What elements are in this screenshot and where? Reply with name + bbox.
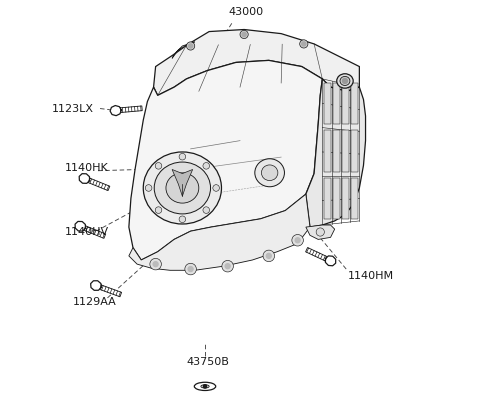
Polygon shape [129, 60, 323, 260]
Polygon shape [172, 42, 195, 58]
Circle shape [204, 385, 207, 388]
Text: 1140HM: 1140HM [348, 271, 394, 281]
Circle shape [300, 40, 308, 48]
Text: 1129AA: 1129AA [73, 297, 117, 307]
Circle shape [189, 44, 192, 48]
Ellipse shape [340, 76, 350, 85]
Polygon shape [306, 79, 366, 227]
Circle shape [295, 238, 300, 243]
Ellipse shape [201, 385, 209, 388]
Circle shape [263, 250, 275, 262]
Polygon shape [325, 256, 336, 266]
Text: 43000: 43000 [228, 7, 264, 17]
Polygon shape [324, 178, 331, 219]
Circle shape [145, 185, 152, 191]
Circle shape [240, 30, 248, 38]
Circle shape [343, 78, 348, 83]
Polygon shape [351, 131, 358, 171]
Circle shape [266, 254, 271, 259]
Polygon shape [342, 83, 349, 124]
Polygon shape [324, 131, 331, 171]
Circle shape [222, 261, 233, 272]
Polygon shape [333, 131, 340, 171]
Polygon shape [129, 194, 310, 270]
Polygon shape [342, 131, 349, 171]
Circle shape [213, 185, 219, 191]
Polygon shape [351, 178, 358, 219]
Circle shape [179, 216, 186, 223]
Polygon shape [84, 226, 106, 238]
Circle shape [187, 42, 195, 50]
Circle shape [203, 163, 210, 169]
Circle shape [292, 235, 303, 246]
Circle shape [302, 42, 306, 46]
Text: 1140HV: 1140HV [65, 227, 109, 237]
Circle shape [155, 163, 162, 169]
Ellipse shape [194, 382, 216, 390]
Circle shape [185, 263, 196, 275]
Polygon shape [342, 178, 349, 219]
Polygon shape [351, 83, 358, 124]
Circle shape [179, 153, 186, 160]
Circle shape [203, 207, 210, 214]
Circle shape [153, 262, 158, 267]
Circle shape [316, 228, 324, 236]
Circle shape [188, 267, 193, 271]
Text: 1123LX: 1123LX [51, 104, 94, 114]
Polygon shape [333, 178, 340, 219]
Polygon shape [88, 178, 110, 190]
Ellipse shape [337, 74, 353, 88]
Polygon shape [79, 174, 90, 183]
Text: 43750B: 43750B [187, 357, 229, 367]
Polygon shape [172, 169, 192, 196]
Polygon shape [333, 83, 340, 124]
Circle shape [155, 207, 162, 214]
Ellipse shape [255, 159, 285, 187]
Ellipse shape [143, 152, 221, 224]
Ellipse shape [154, 162, 211, 214]
Circle shape [150, 259, 161, 270]
Polygon shape [91, 281, 101, 290]
Ellipse shape [166, 173, 199, 203]
Polygon shape [120, 106, 142, 112]
Polygon shape [75, 221, 85, 231]
Ellipse shape [262, 165, 278, 180]
Polygon shape [306, 225, 335, 240]
Polygon shape [100, 285, 121, 297]
Text: 1140HK: 1140HK [65, 163, 109, 173]
Polygon shape [154, 29, 360, 95]
Polygon shape [306, 247, 327, 261]
Circle shape [225, 264, 230, 268]
Polygon shape [110, 106, 121, 116]
Circle shape [242, 32, 246, 36]
Polygon shape [324, 83, 331, 124]
